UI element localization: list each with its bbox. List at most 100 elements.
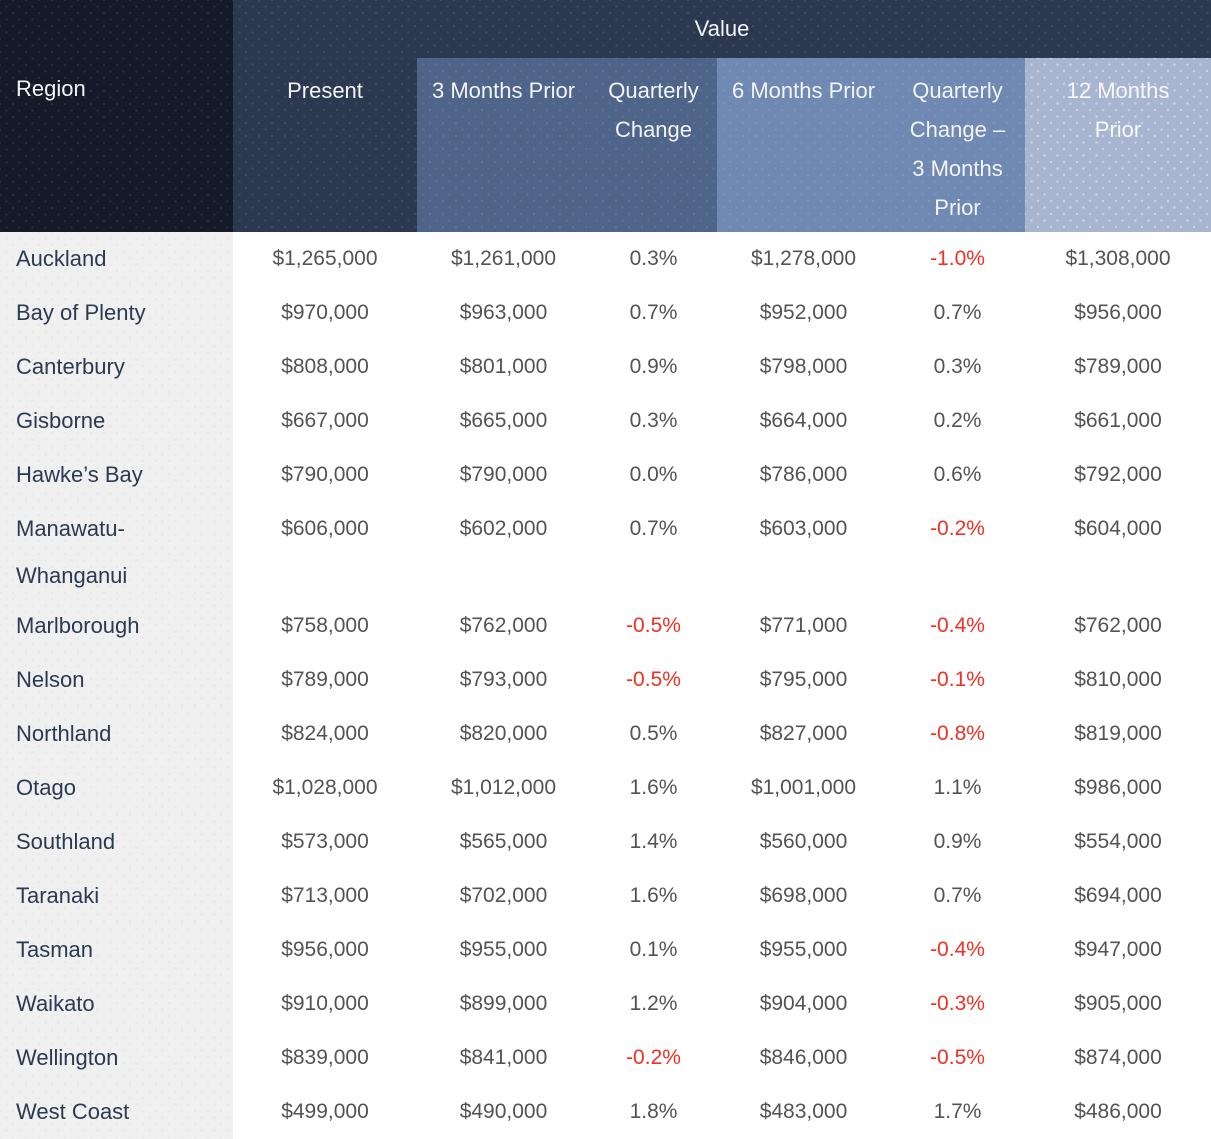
table-row: Wellington $839,000 $841,000 -0.2% $846,000 -…	[0, 1031, 1211, 1085]
region-cell: Wellington	[0, 1031, 233, 1085]
region-cell: Nelson	[0, 653, 233, 707]
value-cell: -0.5%	[930, 1046, 985, 1069]
table-row: Canterbury $808,000 $801,000 0.9% $798,000 0.…	[0, 340, 1211, 394]
table-row: Hawke’s Bay $790,000 $790,000 0.0% $786,000 0…	[0, 448, 1211, 502]
value-cell: 0.7%	[933, 884, 982, 907]
value-cell: $789,000	[281, 668, 369, 691]
value-cell: 1.6%	[629, 776, 678, 799]
value-cell: 1.1%	[933, 776, 982, 799]
region-cell: Canterbury	[0, 340, 233, 394]
value-cell: 0.3%	[629, 247, 678, 270]
value-cell: 0.2%	[933, 409, 982, 432]
value-cell: 0.3%	[933, 355, 982, 378]
value-cell: $490,000	[459, 1100, 548, 1123]
value-cell: 0.9%	[629, 355, 678, 378]
value-cell: $904,000	[759, 992, 848, 1015]
value-cell: $810,000	[1074, 668, 1162, 691]
value-cell: $819,000	[1074, 722, 1162, 745]
value-cell: $602,000	[459, 517, 548, 540]
value-cell: $606,000	[281, 517, 369, 540]
value-cell: $702,000	[459, 884, 548, 907]
table-row: Nelson $789,000 $793,000 -0.5% $795,000 -0.1%…	[0, 653, 1211, 707]
value-cell: $956,000	[281, 938, 369, 961]
col-header-12-months-prior: 12 Months Prior	[1025, 58, 1211, 232]
value-cell: $604,000	[1074, 517, 1162, 540]
value-cell: $1,308,000	[1065, 247, 1171, 270]
region-cell: Otago	[0, 761, 233, 815]
col-header-region: Region	[0, 0, 233, 232]
value-cell: -1.0%	[930, 247, 985, 270]
value-cell: $905,000	[1074, 992, 1162, 1015]
value-cell: $667,000	[281, 409, 369, 432]
table-row: Tasman $956,000 $955,000 0.1% $955,000 -0.4% $…	[0, 923, 1211, 977]
value-cell: $798,000	[759, 355, 848, 378]
value-cell: 1.4%	[629, 830, 678, 853]
value-cell: 0.5%	[629, 722, 678, 745]
value-cell: $963,000	[459, 301, 548, 324]
value-cell: $956,000	[1074, 301, 1162, 324]
value-cell: $698,000	[759, 884, 848, 907]
value-cell: 0.7%	[629, 517, 678, 540]
value-cell: $1,261,000	[450, 247, 557, 270]
value-cell: 0.7%	[629, 301, 678, 324]
col-header-present-label: Present	[287, 78, 363, 103]
col-header-quarterly-change: Quarterly Change	[590, 58, 717, 232]
value-cell: $771,000	[759, 614, 848, 637]
value-cell: 0.7%	[933, 301, 982, 324]
value-cell: $1,265,000	[272, 247, 378, 270]
value-cell: $793,000	[459, 668, 548, 691]
value-cell: $801,000	[459, 355, 548, 378]
value-cell: $762,000	[459, 614, 548, 637]
col-header-present: Present	[233, 58, 417, 232]
value-cell: -0.1%	[930, 668, 985, 691]
value-cell: 0.6%	[933, 463, 982, 486]
value-cell: $899,000	[459, 992, 548, 1015]
value-cell: -0.2%	[626, 1046, 681, 1069]
col-header-12-months-prior-label: 12 Months Prior	[1066, 78, 1170, 142]
value-cell: $565,000	[459, 830, 548, 853]
value-cell: $786,000	[759, 463, 848, 486]
table-row: Southland $573,000 $565,000 1.4% $560,000 0.9…	[0, 815, 1211, 869]
value-banner-header: Value	[233, 0, 1211, 58]
value-cell: $789,000	[1074, 355, 1162, 378]
value-cell: $758,000	[281, 614, 369, 637]
value-cell: $664,000	[759, 409, 848, 432]
value-cell: $790,000	[281, 463, 369, 486]
value-cell: 0.0%	[629, 463, 678, 486]
value-cell: $808,000	[281, 355, 369, 378]
region-cell: Northland	[0, 707, 233, 761]
table-row: Otago $1,028,000 $1,012,000 1.6% $1,001,000 1…	[0, 761, 1211, 815]
value-cell: $824,000	[281, 722, 369, 745]
value-cell: $874,000	[1074, 1046, 1162, 1069]
table-row: Marlborough $758,000 $762,000 -0.5% $771,000…	[0, 599, 1211, 653]
region-cell: Waikato	[0, 977, 233, 1031]
value-cell: $846,000	[759, 1046, 848, 1069]
value-cell: $952,000	[759, 301, 848, 324]
value-cell: $839,000	[281, 1046, 369, 1069]
col-header-3-months-prior-label: 3 Months Prior	[431, 78, 576, 103]
region-cell: Gisborne	[0, 394, 233, 448]
value-cell: $790,000	[459, 463, 548, 486]
table-row: West Coast $499,000 $490,000 1.8% $483,000 1.…	[0, 1085, 1211, 1139]
value-cell: $1,012,000	[450, 776, 557, 799]
value-cell: $1,278,000	[750, 247, 857, 270]
value-cell: $841,000	[459, 1046, 548, 1069]
table-row: Waikato $910,000 $899,000 1.2% $904,000 -0.3%…	[0, 977, 1211, 1031]
value-cell: 1.6%	[629, 884, 678, 907]
value-cell: $661,000	[1074, 409, 1162, 432]
value-cell: $955,000	[759, 938, 848, 961]
value-cell: -0.5%	[626, 668, 681, 691]
value-cell: -0.4%	[930, 614, 985, 637]
value-cell: $820,000	[459, 722, 548, 745]
value-cell: -0.5%	[626, 614, 681, 637]
value-cell: 0.1%	[629, 938, 678, 961]
table-header: Region Value Present 3 Months Prior Quar…	[0, 0, 1211, 232]
value-cell: -0.3%	[930, 992, 985, 1015]
value-cell: -0.4%	[930, 938, 985, 961]
col-header-quarterly-change-label: Quarterly Change	[608, 78, 699, 142]
value-cell: $694,000	[1074, 884, 1162, 907]
region-cell: Marlborough	[0, 599, 233, 653]
value-cell: $1,028,000	[272, 776, 378, 799]
col-header-quarterly-change-3-months-prior: Quarterly Change – 3 Months Prior	[890, 58, 1025, 232]
